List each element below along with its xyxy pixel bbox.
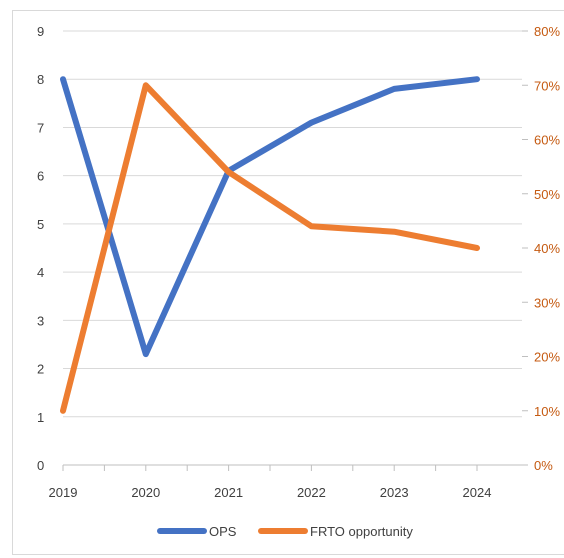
x-tick-label: 2023 (380, 485, 409, 500)
gridlines (63, 30, 522, 418)
y-right-tick-label: 60% (534, 133, 560, 148)
axes: 0 1 2 3 4 5 6 7 8 9 0% 10% 20% 30% 40% 50% 60% 70% 80% 2019… (37, 24, 560, 500)
y-left-tick-label: 4 (37, 265, 44, 280)
series-line-ops (60, 76, 480, 358)
y-right-tick-label: 40% (534, 241, 560, 256)
y-right-tick-label: 30% (534, 295, 560, 310)
y-right-tick-label: 20% (534, 350, 560, 365)
y-right-tick-label: 10% (534, 404, 560, 419)
y-left-tick-label: 2 (37, 362, 44, 377)
y-left-tick-label: 9 (37, 24, 44, 39)
y-left-tick-label: 7 (37, 120, 44, 135)
y-right-tick-label: 80% (534, 24, 560, 39)
legend-label: FRTO opportunity (310, 524, 413, 539)
x-tick-label: 2020 (131, 485, 160, 500)
y-right-tick-label: 0% (534, 458, 553, 473)
y-left-tick-label: 8 (37, 72, 44, 87)
chart-area-border (12, 10, 564, 555)
x-tick-label: 2024 (463, 485, 492, 500)
y-left-tick-label: 6 (37, 169, 44, 184)
x-tick-label: 2021 (214, 485, 243, 500)
series-line-frto-opportunity (60, 82, 480, 414)
x-tick-label: 2022 (297, 485, 326, 500)
y-left-tick-label: 0 (37, 458, 44, 473)
y-left-tick-label: 3 (37, 313, 44, 328)
y-left-tick-label: 1 (37, 410, 44, 425)
legend: OPS FRTO opportunity (157, 524, 413, 539)
y-right-tick-label: 50% (534, 187, 560, 202)
x-tick-label: 2019 (49, 485, 78, 500)
y-right-tick-label: 70% (534, 78, 560, 93)
legend-label: OPS (209, 524, 237, 539)
series-lines (60, 76, 480, 414)
y-left-tick-label: 5 (37, 217, 44, 232)
